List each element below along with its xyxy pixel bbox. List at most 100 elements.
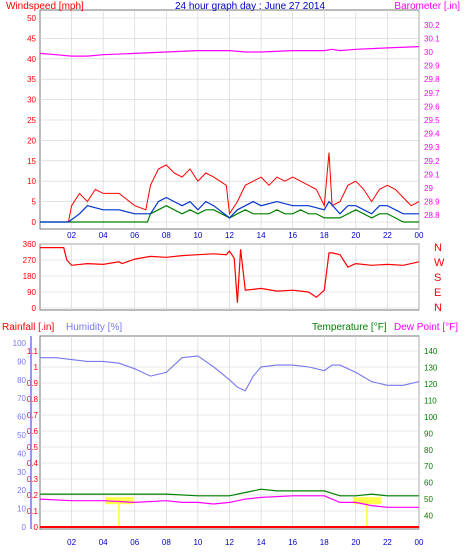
rainfall-y-tick-label: 0 <box>34 523 39 532</box>
temperature-y-tick-label: 110 <box>424 397 437 406</box>
humidity-y-tick-label: 10 <box>17 505 26 514</box>
temperature-y-tick-label: 90 <box>424 429 433 438</box>
barometer-y-tick-label: 29.2 <box>424 157 440 166</box>
x-tick-label: 12 <box>225 538 234 547</box>
wind-average-series <box>40 196 419 223</box>
wind-panel-series <box>39 46 420 223</box>
x-tick-label: 16 <box>288 231 297 240</box>
barometer-axis-title: Barometer [.in] <box>394 1 460 12</box>
direction-panel-series <box>40 247 420 303</box>
wind-y-tick-label: 15 <box>27 157 36 166</box>
x-tick-label: 14 <box>257 231 266 240</box>
rainfall-y-tick-label: 0.8 <box>27 395 39 404</box>
humidity-y-tick-label: 90 <box>17 357 26 366</box>
barometer-y-tick-label: 29 <box>424 184 433 193</box>
humidity-y-tick-label: 0 <box>22 523 27 532</box>
x-tick-label: 22 <box>383 538 392 547</box>
humidity-y-tick-label: 50 <box>17 431 26 440</box>
barometer-y-tick-label: 29.9 <box>424 62 440 71</box>
x-tick-label: 00 <box>415 231 424 240</box>
wind-speed-series <box>40 152 420 223</box>
direction-y-tick-label: 90 <box>27 288 36 297</box>
x-tick-label: 20 <box>351 538 360 547</box>
direction-panel-grid <box>40 243 420 310</box>
rainfall-y-tick-label: 1.1 <box>27 347 39 356</box>
barometer-y-tick-label: 29.5 <box>424 116 440 125</box>
direction-y-tick-label: 270 <box>23 256 37 265</box>
x-tick-label: 14 <box>257 538 266 547</box>
rainfall-y-tick-label: 0.5 <box>27 443 39 452</box>
humidity-y-tick-label: 40 <box>17 449 26 458</box>
rainfall-y-tick-label: 0.2 <box>27 491 39 500</box>
graph-title: 24 hour graph day : June 27 2014 <box>175 1 326 12</box>
humidity-y-tick-label: 30 <box>17 468 26 477</box>
compass-label: S <box>434 272 441 284</box>
barometer-y-tick-label: 29.3 <box>424 143 440 152</box>
temperature-y-tick-label: 140 <box>424 347 438 356</box>
compass-label: N <box>434 242 442 254</box>
x-tick-label: 02 <box>67 231 76 240</box>
rain-panel-ticks: 1.110.90.80.70.60.50.40.30.20.1010090807… <box>13 339 438 547</box>
wind-axis-title: Windspeed [mph] <box>6 1 84 12</box>
compass-label: E <box>434 287 441 299</box>
solar-marker-band <box>352 497 381 505</box>
humidity-y-tick-label: 80 <box>17 376 26 385</box>
x-tick-label: 00 <box>415 538 424 547</box>
wind-direction-series <box>40 247 420 303</box>
humidity-y-tick-label: 20 <box>17 486 26 495</box>
wind-y-tick-label: 35 <box>27 75 36 84</box>
rain-panel-series <box>39 355 420 528</box>
x-tick-label: 18 <box>320 231 329 240</box>
wind-y-tick-label: 30 <box>27 96 36 105</box>
solar-marker-band <box>104 497 133 505</box>
wind-y-tick-label: 50 <box>27 14 36 23</box>
temperature-y-tick-label: 120 <box>424 380 438 389</box>
dew-point-axis-title: Dew Point [°F] <box>394 322 458 333</box>
humidity-y-tick-label: 60 <box>17 413 26 422</box>
rainfall-axis-title: Rainfall [.in] <box>2 322 54 333</box>
humidity-series <box>40 355 420 392</box>
wind-panel-ticks: 5045403530252015105030.230.13029.929.829… <box>27 14 440 240</box>
x-tick-label: 18 <box>320 538 329 547</box>
temperature-y-tick-label: 100 <box>424 413 438 422</box>
x-tick-label: 04 <box>99 538 108 547</box>
direction-y-tick-label: 180 <box>23 272 37 281</box>
barometer-y-tick-label: 28.9 <box>424 198 440 207</box>
wind-y-tick-label: 0 <box>32 218 37 227</box>
rainfall-y-tick-label: 0.9 <box>27 379 39 388</box>
barometer-y-tick-label: 29.8 <box>424 75 440 84</box>
x-tick-label: 16 <box>288 538 297 547</box>
x-tick-label: 06 <box>130 538 139 547</box>
x-tick-label: 10 <box>193 231 202 240</box>
barometer-y-tick-label: 29.6 <box>424 102 440 111</box>
barometer-y-tick-label: 30.1 <box>424 34 440 43</box>
x-tick-label: 08 <box>162 538 171 547</box>
barometer-y-tick-label: 29.7 <box>424 89 440 98</box>
barometer-y-tick-label: 30.2 <box>424 21 440 30</box>
barometer-y-tick-label: 29.4 <box>424 130 440 139</box>
wind-y-tick-label: 40 <box>27 55 36 64</box>
barometer-y-tick-label: 29.1 <box>424 170 440 179</box>
barometer-series <box>39 46 420 57</box>
temperature-y-tick-label: 60 <box>424 479 433 488</box>
wind-y-tick-label: 20 <box>27 136 36 145</box>
humidity-axis-title: Humidity [%] <box>66 322 122 333</box>
wind-gust-fill-series <box>40 205 419 223</box>
rainfall-y-tick-label: 0.6 <box>27 427 39 436</box>
x-tick-label: 12 <box>225 231 234 240</box>
wind-y-tick-label: 25 <box>27 116 36 125</box>
temperature-series <box>40 488 419 497</box>
temperature-y-tick-label: 50 <box>424 495 433 504</box>
x-tick-label: 02 <box>67 538 76 547</box>
compass-label: W <box>434 257 445 269</box>
direction-y-tick-label: 0 <box>32 304 37 313</box>
x-tick-label: 04 <box>99 231 108 240</box>
wind-y-tick-label: 45 <box>27 34 36 43</box>
temperature-y-tick-label: 40 <box>424 512 433 521</box>
barometer-y-tick-label: 30 <box>424 48 433 57</box>
wind-y-tick-label: 5 <box>32 198 37 207</box>
rainfall-y-tick-label: 0.4 <box>27 459 39 468</box>
temperature-axis-title: Temperature [°F] <box>312 322 387 333</box>
